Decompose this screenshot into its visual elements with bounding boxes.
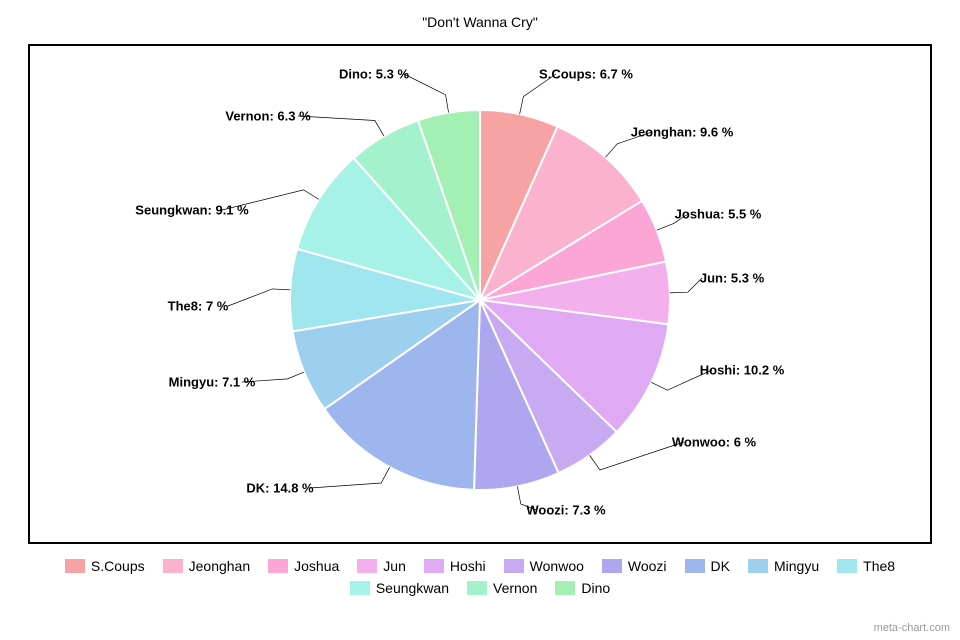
slice-label: The8: 7 % xyxy=(168,299,229,314)
legend-item: DK xyxy=(685,558,730,574)
legend-item: Joshua xyxy=(268,558,339,574)
legend-label: DK xyxy=(711,558,730,574)
slice-label: DK: 14.8 % xyxy=(246,481,313,496)
legend-label: Seungkwan xyxy=(376,580,449,596)
legend-item: Seungkwan xyxy=(350,580,449,596)
slice-label: S.Coups: 6.7 % xyxy=(539,67,633,82)
legend-swatch xyxy=(163,559,183,573)
legend-swatch xyxy=(350,581,370,595)
legend-label: Mingyu xyxy=(774,558,819,574)
legend-item: Vernon xyxy=(467,580,537,596)
legend-swatch xyxy=(602,559,622,573)
slice-label: Wonwoo: 6 % xyxy=(672,435,756,450)
attribution: meta-chart.com xyxy=(874,622,950,634)
leader-line xyxy=(590,442,684,470)
legend-swatch xyxy=(467,581,487,595)
pie-chart-svg xyxy=(0,0,960,640)
leader-line xyxy=(670,278,702,293)
legend-label: Hoshi xyxy=(450,558,486,574)
legend-swatch xyxy=(685,559,705,573)
legend: S.Coups Jeonghan Joshua Jun Hoshi Wonwoo Woozi… xyxy=(28,558,932,596)
legend-item: Jun xyxy=(357,558,406,574)
slice-label: Woozi: 7.3 % xyxy=(526,503,605,518)
legend-label: Jun xyxy=(383,558,406,574)
slice-label: Joshua: 5.5 % xyxy=(675,207,762,222)
leader-line xyxy=(298,116,384,136)
slice-label: Jun: 5.3 % xyxy=(700,271,764,286)
legend-swatch xyxy=(424,559,444,573)
legend-label: Jeonghan xyxy=(189,558,251,574)
slice-label: Hoshi: 10.2 % xyxy=(700,363,785,378)
legend-swatch xyxy=(837,559,857,573)
legend-item: Woozi xyxy=(602,558,667,574)
legend-label: Dino xyxy=(581,580,610,596)
leader-line xyxy=(310,467,390,488)
legend-swatch xyxy=(268,559,288,573)
legend-label: S.Coups xyxy=(91,558,145,574)
legend-swatch xyxy=(65,559,85,573)
legend-item: Hoshi xyxy=(424,558,486,574)
legend-item: The8 xyxy=(837,558,895,574)
legend-item: Jeonghan xyxy=(163,558,251,574)
legend-swatch xyxy=(555,581,575,595)
legend-label: Vernon xyxy=(493,580,537,596)
legend-item: Wonwoo xyxy=(504,558,584,574)
legend-item: Dino xyxy=(555,580,610,596)
legend-label: Wonwoo xyxy=(530,558,584,574)
legend-swatch xyxy=(357,559,377,573)
slice-label: Dino: 5.3 % xyxy=(339,67,409,82)
leader-line xyxy=(228,289,290,306)
legend-item: Mingyu xyxy=(748,558,819,574)
slice-label: Jeonghan: 9.6 % xyxy=(631,125,734,140)
legend-item: S.Coups xyxy=(65,558,145,574)
slice-label: Seungkwan: 9.1 % xyxy=(135,203,248,218)
legend-label: Joshua xyxy=(294,558,339,574)
legend-swatch xyxy=(504,559,524,573)
legend-label: Woozi xyxy=(628,558,667,574)
leader-line xyxy=(404,74,449,113)
legend-label: The8 xyxy=(863,558,895,574)
legend-swatch xyxy=(748,559,768,573)
slice-label: Vernon: 6.3 % xyxy=(225,109,310,124)
slice-label: Mingyu: 7.1 % xyxy=(169,375,256,390)
